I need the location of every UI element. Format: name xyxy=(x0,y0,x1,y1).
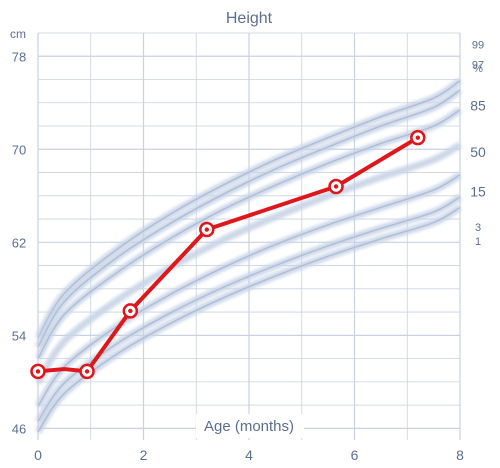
chart-title: Height xyxy=(226,10,273,27)
measurement-point-center xyxy=(84,369,90,374)
x-tick-label: 6 xyxy=(351,447,359,463)
y-tick-label: 70 xyxy=(12,142,26,157)
measurement-point-center xyxy=(204,227,209,232)
percentile-curve-85 xyxy=(37,109,461,359)
measurement-series xyxy=(30,129,426,380)
y-tick-label: 62 xyxy=(12,235,26,250)
percentile-label-97: 97 xyxy=(472,59,484,71)
percentile-label-85: 85 xyxy=(470,97,486,113)
x-axis-label: Age (months) xyxy=(204,418,294,435)
y-axis-unit-label: cm xyxy=(10,27,26,41)
percentile-curve-15 xyxy=(37,174,461,407)
x-tick-label: 2 xyxy=(140,447,148,463)
percentile-curves xyxy=(34,77,463,434)
percentile-curve-99 xyxy=(37,80,461,339)
percentile-curve-97 xyxy=(37,89,461,348)
x-tick-label: 0 xyxy=(34,447,42,463)
percentile-label-15: 15 xyxy=(470,183,486,199)
y-tick-label: 46 xyxy=(12,421,26,436)
x-tick-label: 8 xyxy=(456,447,464,463)
x-axis-label-background xyxy=(196,414,304,438)
y-tick-label: 78 xyxy=(12,49,26,64)
percentile-header: % xyxy=(473,63,483,75)
percentile-curve-50 xyxy=(37,144,461,384)
x-tick-label: 4 xyxy=(245,447,253,463)
measurement-point-center xyxy=(35,369,41,374)
percentile-label-1: 1 xyxy=(475,236,481,248)
percentile-label-3: 3 xyxy=(475,222,481,234)
grid xyxy=(37,32,461,440)
percentile-label-50: 50 xyxy=(470,144,486,160)
percentile-label-99: 99 xyxy=(472,40,484,52)
measurement-point-center xyxy=(333,184,339,189)
y-tick-label: 54 xyxy=(12,328,26,343)
percentile-labels: 99 97 85 50 15 3 1 xyxy=(470,40,486,249)
measurement-point-center xyxy=(128,308,133,314)
measurement-point-center xyxy=(415,135,420,140)
